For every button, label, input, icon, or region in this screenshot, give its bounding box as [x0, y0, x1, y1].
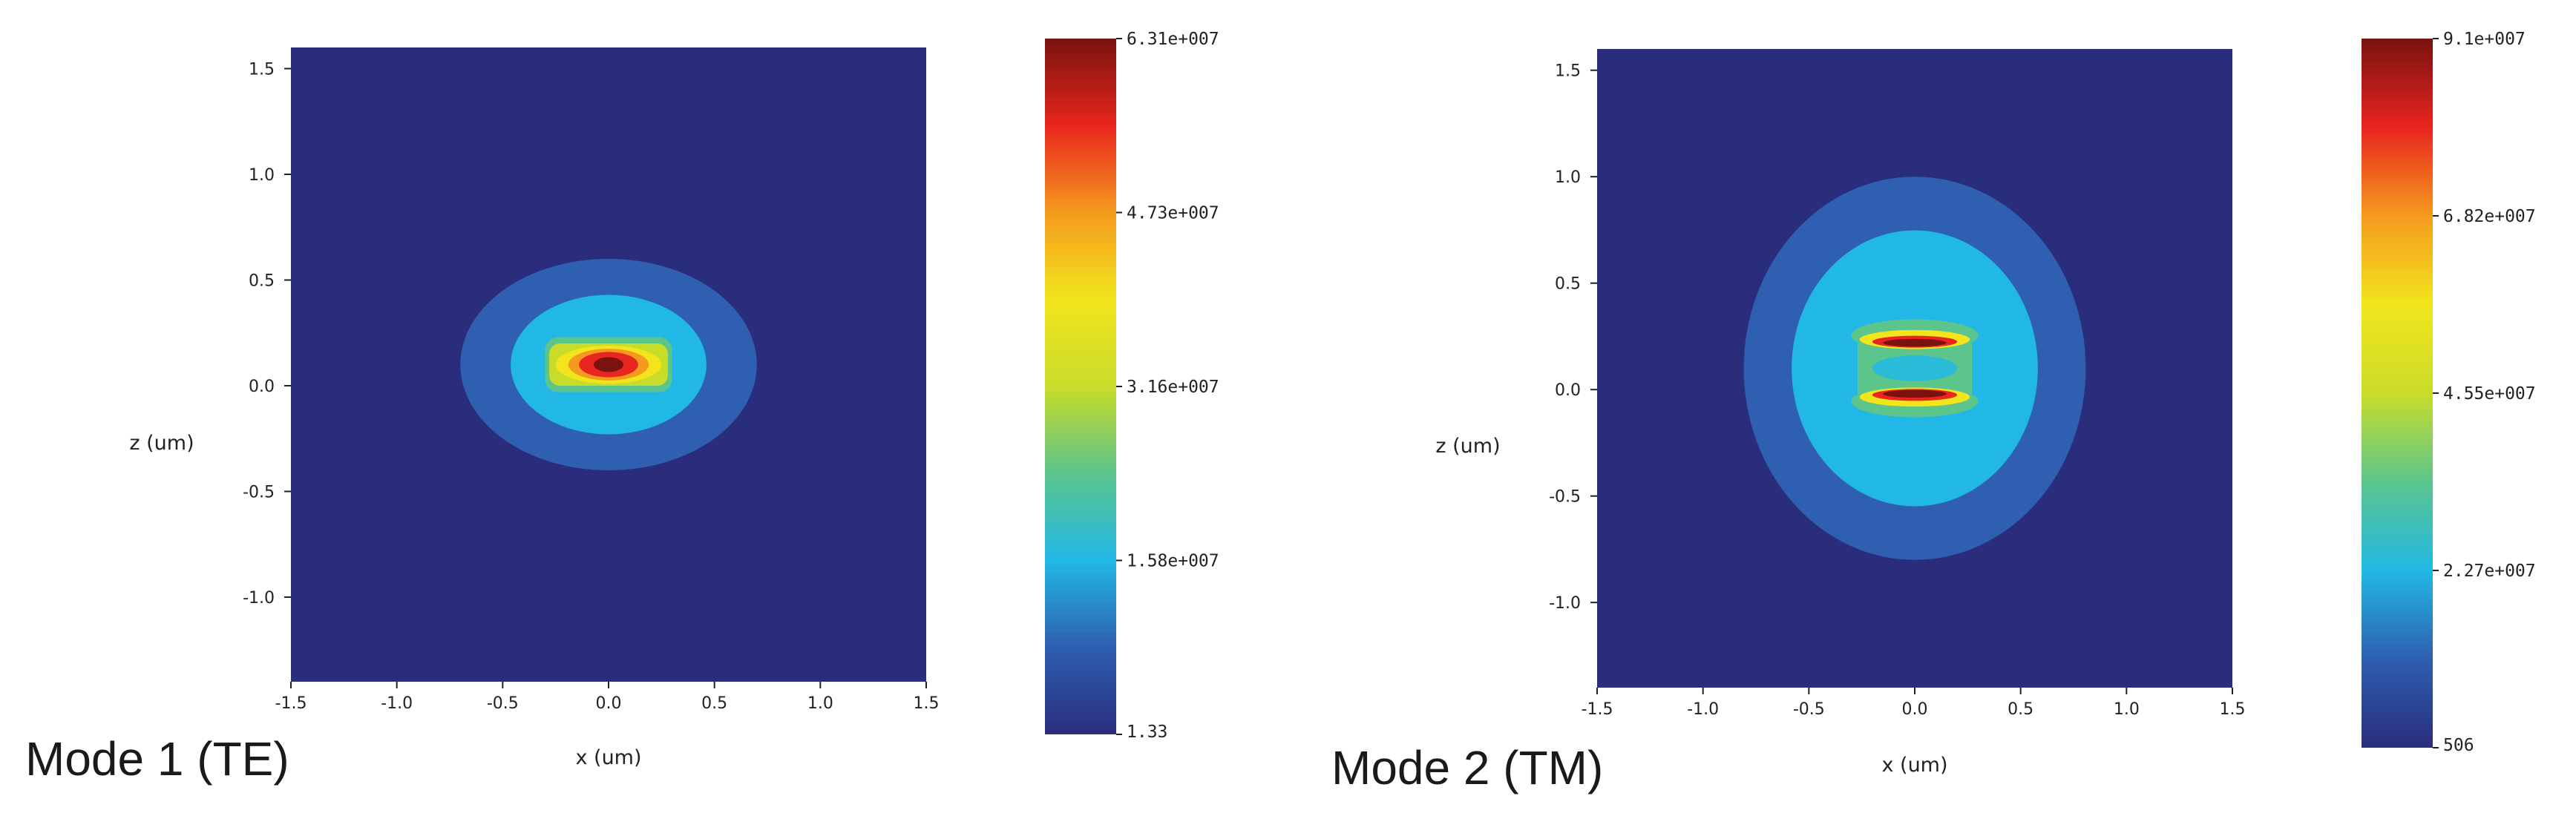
x-tick-label: 1.5: [914, 694, 940, 713]
x-tick-label: 1.0: [2114, 700, 2140, 719]
x-tick-label: 0.0: [596, 694, 622, 713]
mode-1-x-ticks: -1.5 -1.0 -0.5 0.0 0.5 1.0 1.5: [275, 682, 940, 713]
x-tick-label: -1.0: [381, 694, 413, 713]
x-tick-label: -1.5: [275, 694, 307, 713]
y-tick-label: 1.0: [1555, 168, 1581, 187]
y-tick-label: 0.5: [249, 272, 275, 291]
mode-2-y-axis-label: z (um): [1435, 435, 1500, 458]
mode-1-field-map: [460, 259, 757, 470]
x-tick-label: 0.5: [701, 694, 727, 713]
x-tick-label: 0.0: [1902, 700, 1928, 719]
mode-2-colorbar-ticks: 9.1e+007 6.82e+007 4.55e+007 2.27e+007 506: [2433, 30, 2536, 755]
x-tick-label: 1.0: [807, 694, 833, 713]
field-center-dip: [1872, 355, 1958, 381]
field-lobe-peak: [1883, 389, 1947, 398]
mode-2-panel: -1.5 -1.0 -0.5 0.0 0.5 1.0 1.5 1.5 1.0 0.5 0.0 -0.…: [1331, 30, 2536, 794]
y-tick-label: -0.5: [1549, 488, 1581, 507]
y-tick-label: -1.0: [243, 589, 275, 608]
y-tick-label: 1.5: [249, 61, 275, 79]
mode-1-x-axis-label: x (um): [575, 746, 641, 769]
field-peak: [594, 357, 623, 372]
mode-2-field-map: [1743, 177, 2086, 560]
mode-2-x-ticks: -1.5 -1.0 -0.5 0.0 0.5 1.0 1.5: [1582, 688, 2246, 719]
y-tick-label: 1.5: [1555, 62, 1581, 81]
colorbar-tick-label: 2.27e+007: [2443, 562, 2536, 581]
mode-1-y-ticks: 1.5 1.0 0.5 0.0 -0.5 -1.0: [243, 61, 291, 608]
y-tick-label: 0.5: [1555, 275, 1581, 294]
y-tick-label: -1.0: [1549, 594, 1581, 613]
x-tick-label: -1.0: [1687, 700, 1719, 719]
colorbar-tick-label: 9.1e+007: [2443, 30, 2526, 49]
x-tick-label: 1.5: [2220, 700, 2246, 719]
colorbar-tick-label: 506: [2443, 736, 2474, 755]
y-tick-label: -0.5: [243, 484, 275, 502]
colorbar-tick-label: 1.58e+007: [1127, 552, 1219, 571]
y-tick-label: 0.0: [1555, 381, 1581, 400]
mode-1-colorbar: [1045, 39, 1116, 734]
y-tick-label: 1.0: [249, 166, 275, 185]
colorbar-tick-label: 3.16e+007: [1127, 378, 1219, 397]
mode-1-colorbar-ticks: 6.31e+007 4.73e+007 3.16e+007 1.58e+007 1.33: [1116, 30, 1219, 742]
mode-2-title: Mode 2 (TM): [1331, 741, 1603, 794]
colorbar-tick-label: 6.82e+007: [2443, 207, 2536, 226]
colorbar-tick-label: 6.31e+007: [1127, 30, 1219, 49]
y-tick-label: 0.0: [249, 378, 275, 396]
x-tick-label: -0.5: [487, 694, 519, 713]
colorbar-tick-label: 1.33: [1127, 723, 1167, 742]
mode-1-y-axis-label: z (um): [129, 432, 194, 455]
colorbar-tick-label: 4.55e+007: [2443, 384, 2536, 404]
mode-1-title: Mode 1 (TE): [25, 732, 289, 786]
x-tick-label: 0.5: [2008, 700, 2033, 719]
mode-1-panel: -1.5 -1.0 -0.5 0.0 0.5 1.0 1.5 1.5 1.0 0.5 0.0 -0.…: [25, 30, 1219, 786]
mode-2-colorbar: [2362, 39, 2433, 748]
colorbar-tick-label: 4.73e+007: [1127, 204, 1219, 223]
mode-2-y-ticks: 1.5 1.0 0.5 0.0 -0.5 -1.0: [1549, 62, 1597, 613]
x-tick-label: -1.5: [1582, 700, 1613, 719]
x-tick-label: -0.5: [1793, 700, 1825, 719]
field-lobe-peak: [1883, 338, 1947, 347]
mode-2-x-axis-label: x (um): [1881, 754, 1947, 777]
